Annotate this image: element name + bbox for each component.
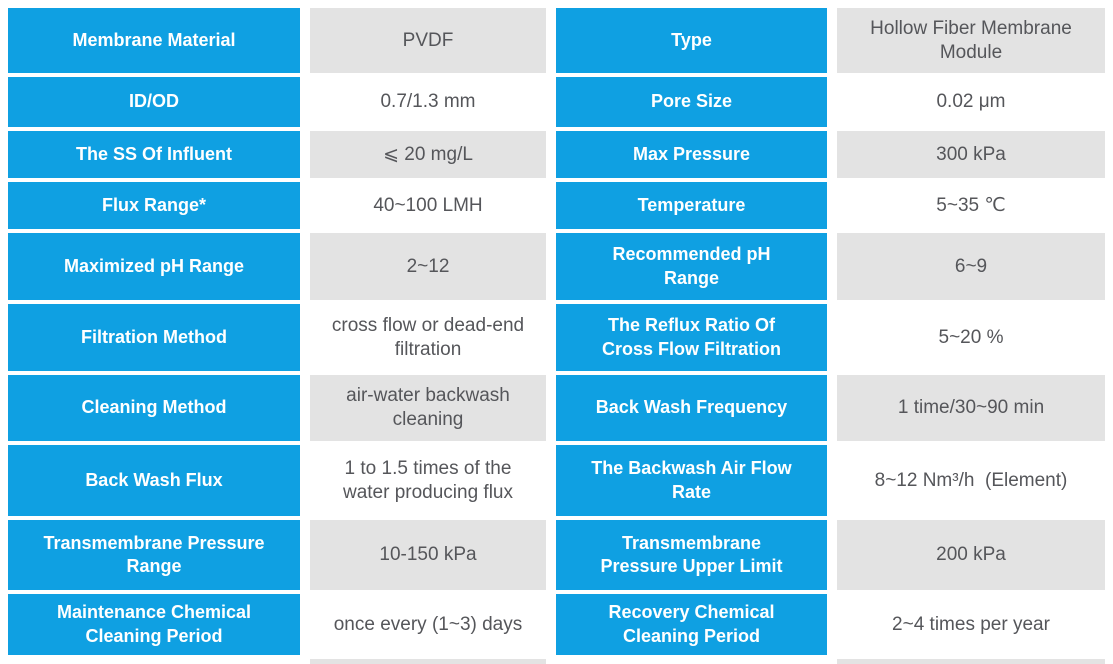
- spec-label-cell: Maintenance Chemical Cleaning Period: [8, 594, 300, 655]
- membrane-spec-table: Membrane Material PVDF Type Hollow Fiber Me…: [8, 8, 1105, 664]
- spec-label-cell: Membrane Material: [8, 8, 300, 73]
- spec-label-cell: Recovery Chemical Cleaning Period: [556, 594, 827, 655]
- spec-value-cell: 2~4 times per year: [837, 594, 1105, 655]
- spec-value-cell: cross flow or dead-end filtration: [310, 304, 546, 371]
- spec-label-cell: Cleaning Method: [8, 375, 300, 441]
- spec-value-cell: 40~100 LMH: [310, 182, 546, 229]
- spec-value-cell: air-water backwash cleaning: [310, 375, 546, 441]
- spec-value-cell: 2~12: [310, 233, 546, 300]
- spec-label-cell: ID/OD: [8, 77, 300, 127]
- cutoff-next-row-value-cell: [310, 659, 546, 664]
- spec-label-cell: Back Wash Flux: [8, 445, 300, 516]
- spec-label-cell: The SS Of Influent: [8, 131, 300, 178]
- spec-value-cell: once every (1~3) days: [310, 594, 546, 655]
- spec-value-cell: 300 kPa: [837, 131, 1105, 178]
- cutoff-next-row-value-cell: [837, 659, 1105, 664]
- spec-value-cell: 5~35 ℃: [837, 182, 1105, 229]
- spec-value-cell: 0.02 μm: [837, 77, 1105, 127]
- spec-label-cell: Recommended pH Range: [556, 233, 827, 300]
- spec-value-cell: 8~12 Nm³/h (Element): [837, 445, 1105, 516]
- spec-value-cell: 0.7/1.3 mm: [310, 77, 546, 127]
- spec-value-cell: 1 to 1.5 times of the water producing fl…: [310, 445, 546, 516]
- spec-value-cell: 5~20 %: [837, 304, 1105, 371]
- spec-value-cell: 1 time/30~90 min: [837, 375, 1105, 441]
- spec-label-cell: Temperature: [556, 182, 827, 229]
- spec-label-cell: Flux Range*: [8, 182, 300, 229]
- spec-value-cell: 200 kPa: [837, 520, 1105, 590]
- spec-label-cell: Type: [556, 8, 827, 73]
- spec-label-cell: Transmembrane Pressure Range: [8, 520, 300, 590]
- spec-label-cell: Back Wash Frequency: [556, 375, 827, 441]
- spec-label-cell: Pore Size: [556, 77, 827, 127]
- spec-label-cell: Transmembrane Pressure Upper Limit: [556, 520, 827, 590]
- spec-value-cell: ⩽ 20 mg/L: [310, 131, 546, 178]
- spec-label-cell: Max Pressure: [556, 131, 827, 178]
- spec-value-cell: 6~9: [837, 233, 1105, 300]
- spec-value-cell: 10-150 kPa: [310, 520, 546, 590]
- spec-label-cell: The Backwash Air Flow Rate: [556, 445, 827, 516]
- spec-label-cell: The Reflux Ratio Of Cross Flow Filtratio…: [556, 304, 827, 371]
- spec-label-cell: Maximized pH Range: [8, 233, 300, 300]
- spec-value-cell: PVDF: [310, 8, 546, 73]
- spec-label-cell: Filtration Method: [8, 304, 300, 371]
- spec-value-cell: Hollow Fiber Membrane Module: [837, 8, 1105, 73]
